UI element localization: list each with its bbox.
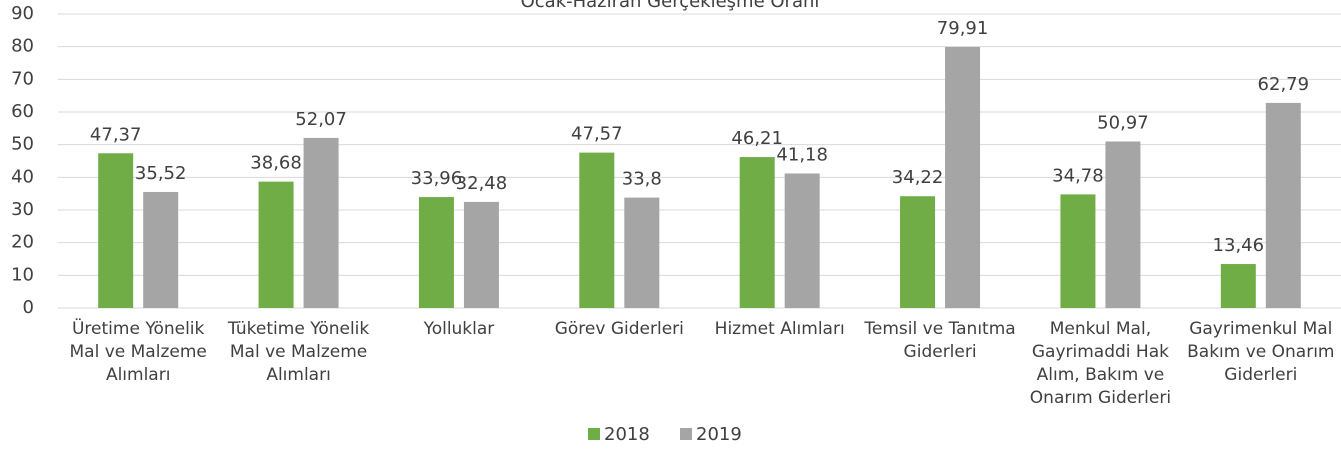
value-label: 34,78 [1052,165,1104,186]
x-tick-label: Yolluklar [423,319,495,339]
bar [900,196,936,308]
x-tick-label: Temsil ve Tanıtma Giderleri [864,319,1016,362]
x-tick-label: Görev Giderleri [554,319,684,339]
value-label: 32,48 [456,173,508,194]
bar [98,153,134,308]
y-tick-label: 90 [11,3,34,24]
value-label: 47,57 [571,124,623,145]
bar [258,181,294,308]
legend-swatch [680,428,692,440]
value-label: 46,21 [731,128,783,149]
y-tick-label: 60 [11,101,34,122]
bar [739,157,775,308]
y-tick-label: 20 [11,232,34,253]
x-tick-label: Tüketime Yönelik Mal ve Malzeme Alımları [227,319,370,385]
bar [1060,194,1096,308]
value-label: 38,68 [250,153,302,174]
value-label: 79,91 [937,18,989,39]
value-label: 35,52 [135,163,187,184]
bar [579,152,615,308]
x-tick-label: Menkul Mal, Gayrimaddi Hak Alım, Bakım v… [1029,319,1172,408]
y-tick-label: 50 [11,134,34,155]
bar [945,46,981,309]
y-tick-label: 10 [11,264,34,285]
chart-title: Ocak-Haziran Gerçekleşme Oranı [521,0,820,12]
bar [1105,141,1141,308]
value-label: 52,07 [295,109,347,130]
bar [624,197,660,308]
bar [463,201,499,308]
bar [1220,264,1256,308]
y-tick-label: 70 [11,68,34,89]
y-tick-label: 40 [11,166,34,187]
x-tick-label-box: Gayrimenkul Mal Bakım ve Onarım Giderler… [1187,319,1335,385]
x-tick-label-box: Yolluklar [423,319,495,339]
x-tick-label-box: Görev Giderleri [554,319,684,339]
legend-swatch [588,428,600,440]
y-tick-label: 0 [23,297,34,318]
bar [418,197,454,308]
value-label: 50,97 [1097,112,1149,133]
value-label: 62,79 [1258,74,1310,95]
x-tick-label-box: Hizmet Alımları [714,319,845,339]
legend-label: 2019 [696,424,742,445]
x-tick-label: Üretime Yönelik Mal ve Malzeme Alımları [69,319,207,385]
y-tick-label: 80 [11,36,34,57]
value-label: 47,37 [90,124,142,145]
bar [143,191,179,308]
x-tick-label-box: Tüketime Yönelik Mal ve Malzeme Alımları [227,319,370,385]
y-tick-label: 30 [11,199,34,220]
legend-label: 2018 [604,424,650,445]
x-tick-label-box: Üretime Yönelik Mal ve Malzeme Alımları [69,319,207,385]
bar [784,173,820,308]
bar [1265,102,1301,308]
value-label: 33,8 [622,169,662,190]
x-tick-label-box: Menkul Mal, Gayrimaddi Hak Alım, Bakım v… [1029,319,1172,408]
x-tick-label: Gayrimenkul Mal Bakım ve Onarım Giderler… [1187,319,1335,385]
value-label: 34,22 [892,167,944,188]
value-label: 33,96 [411,168,463,189]
x-tick-label: Hizmet Alımları [714,319,845,339]
x-tick-label-box: Temsil ve Tanıtma Giderleri [864,319,1016,362]
value-label: 13,46 [1213,235,1265,256]
value-label: 41,18 [776,144,828,165]
bar [303,137,339,308]
